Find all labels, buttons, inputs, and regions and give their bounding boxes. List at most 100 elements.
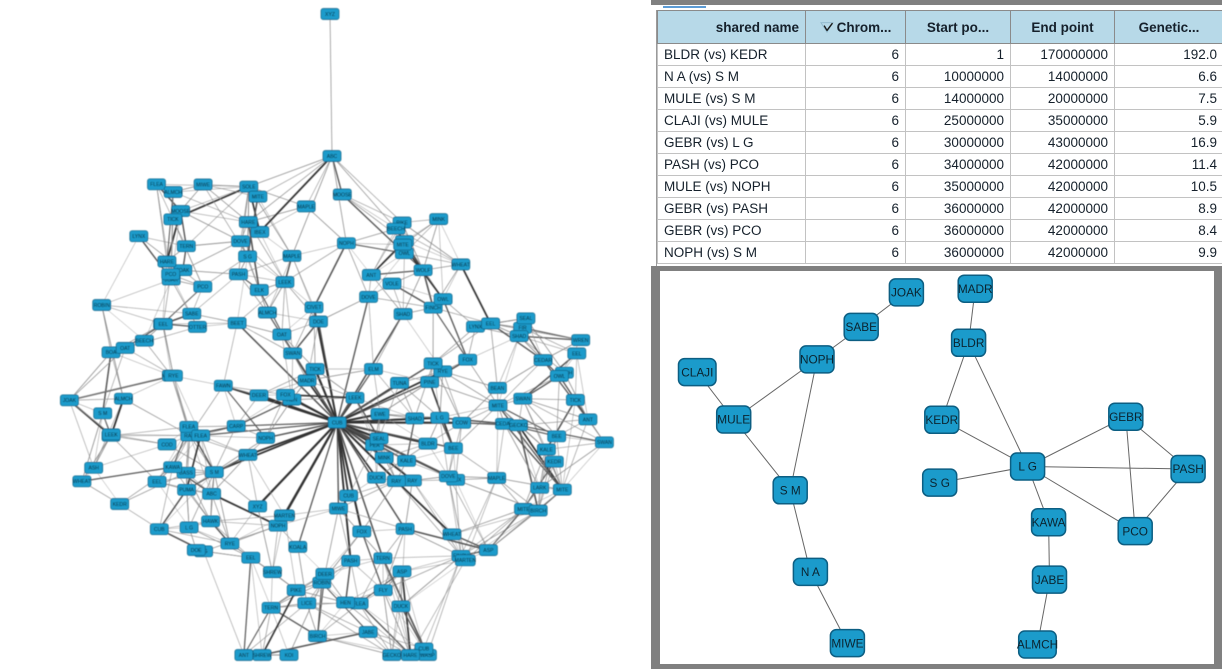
svg-text:MIWE: MIWE: [831, 636, 863, 650]
svg-text:OWL: OWL: [399, 251, 411, 257]
svg-text:L G: L G: [185, 525, 193, 531]
svg-text:OWL: OWL: [437, 297, 449, 303]
svg-text:TUNA: TUNA: [393, 381, 407, 387]
svg-text:DEER: DEER: [252, 393, 266, 399]
svg-text:DOE: DOE: [313, 319, 325, 325]
svg-text:FINCH: FINCH: [425, 306, 441, 312]
svg-text:S M: S M: [210, 470, 219, 476]
svg-text:BEE: BEE: [552, 434, 563, 440]
svg-text:LARK: LARK: [533, 486, 547, 492]
svg-text:DUCK: DUCK: [394, 604, 409, 610]
svg-text:WREN: WREN: [573, 338, 589, 344]
svg-text:LEEK: LEEK: [348, 396, 362, 402]
svg-text:MIWE: MIWE: [332, 506, 346, 512]
svg-text:PCO: PCO: [165, 272, 176, 278]
svg-text:EEL: EEL: [572, 351, 582, 357]
svg-text:SOLE: SOLE: [242, 185, 256, 191]
svg-text:KOI: KOI: [285, 653, 294, 659]
svg-text:SABE: SABE: [185, 312, 199, 318]
svg-text:TICK: TICK: [427, 361, 439, 367]
svg-text:VOLE: VOLE: [385, 282, 399, 288]
svg-text:JABE: JABE: [362, 630, 375, 636]
svg-text:NOPH: NOPH: [258, 436, 273, 442]
svg-text:LEEK: LEEK: [278, 280, 292, 286]
svg-text:CUB: CUB: [154, 527, 165, 533]
svg-text:OTTER: OTTER: [189, 325, 207, 331]
svg-text:TICK: TICK: [570, 398, 582, 404]
svg-text:MARTEN: MARTEN: [455, 558, 477, 564]
svg-text:ALMCH: ALMCH: [1017, 638, 1058, 652]
svg-text:ANT: ANT: [583, 417, 593, 423]
svg-text:PINE: PINE: [424, 380, 436, 386]
svg-text:BEECH: BEECH: [136, 339, 154, 345]
svg-text:MAPLE: MAPLE: [283, 254, 301, 260]
svg-text:ASP: ASP: [397, 569, 408, 575]
svg-text:HEN: HEN: [340, 600, 351, 606]
svg-text:LICE: LICE: [301, 601, 313, 607]
svg-text:EEL: EEL: [246, 556, 256, 562]
svg-text:PASH: PASH: [232, 272, 246, 278]
svg-text:HARE: HARE: [403, 653, 418, 659]
svg-text:HARE: HARE: [241, 220, 256, 226]
svg-text:IBEX: IBEX: [254, 230, 266, 236]
svg-text:S G: S G: [243, 254, 252, 260]
svg-text:KALE: KALE: [400, 459, 414, 465]
svg-text:CEDAR: CEDAR: [534, 358, 552, 364]
svg-text:FAWN: FAWN: [216, 384, 231, 390]
svg-text:BEECH: BEECH: [387, 227, 405, 233]
svg-text:SABE: SABE: [845, 320, 877, 334]
svg-text:S M: S M: [780, 484, 801, 498]
svg-text:GEBR: GEBR: [1109, 410, 1142, 424]
svg-text:EEL: EEL: [486, 321, 496, 327]
svg-text:ASP: ASP: [483, 548, 494, 554]
svg-text:WOLF: WOLF: [416, 268, 431, 274]
svg-text:LYNX: LYNX: [469, 325, 483, 331]
svg-text:JOAK: JOAK: [63, 398, 77, 404]
svg-text:ROBIN: ROBIN: [94, 303, 110, 309]
svg-text:DOE: DOE: [191, 548, 203, 554]
svg-text:FOX: FOX: [462, 358, 473, 364]
svg-text:DUCK: DUCK: [369, 476, 384, 482]
svg-text:ALMCH: ALMCH: [164, 190, 182, 196]
svg-text:L G: L G: [1018, 460, 1037, 474]
svg-text:BOA: BOA: [106, 350, 117, 356]
svg-text:ELM: ELM: [368, 367, 378, 373]
svg-text:ELK: ELK: [254, 288, 264, 294]
svg-text:FOX: FOX: [280, 393, 291, 399]
svg-text:DEER: DEER: [318, 572, 332, 578]
svg-text:KEDR: KEDR: [925, 413, 958, 427]
svg-text:OWL: OWL: [554, 374, 566, 380]
svg-text:TERN: TERN: [179, 244, 193, 250]
svg-text:S M: S M: [98, 411, 107, 417]
svg-text:BEAN: BEAN: [490, 386, 504, 392]
svg-text:PASH: PASH: [1172, 462, 1203, 476]
svg-text:BLDR: BLDR: [421, 442, 435, 448]
svg-text:RYE: RYE: [225, 541, 236, 547]
svg-text:BEE: BEE: [448, 446, 459, 452]
svg-text:CLAJI: CLAJI: [681, 365, 713, 379]
svg-text:GECKO: GECKO: [383, 653, 401, 659]
svg-text:MITE: MITE: [517, 507, 530, 513]
svg-text:ALMCH: ALMCH: [258, 310, 276, 316]
svg-text:SWAN: SWAN: [597, 440, 612, 446]
svg-text:PIKE: PIKE: [290, 588, 302, 594]
svg-text:LYNX: LYNX: [132, 234, 146, 240]
svg-text:JABE: JABE: [1035, 573, 1065, 587]
svg-text:SHAD: SHAD: [512, 334, 526, 340]
svg-text:XYZ: XYZ: [253, 504, 263, 510]
svg-text:SHREW: SHREW: [253, 653, 272, 659]
svg-text:DOVE: DOVE: [233, 239, 248, 245]
svg-text:RYE: RYE: [438, 369, 449, 375]
svg-text:OAT: OAT: [277, 332, 287, 338]
svg-text:SWAN: SWAN: [515, 397, 530, 403]
svg-text:TERN: TERN: [376, 556, 390, 562]
svg-text:MULE: MULE: [717, 413, 750, 427]
svg-text:JOAK: JOAK: [891, 286, 922, 300]
svg-text:MITE: MITE: [252, 195, 265, 201]
svg-text:S G: S G: [930, 476, 950, 490]
svg-text:FLEA: FLEA: [194, 433, 207, 439]
svg-text:WHEAT: WHEAT: [73, 479, 91, 485]
svg-text:EEL: EEL: [158, 322, 168, 328]
svg-text:NOPH: NOPH: [800, 353, 834, 367]
svg-text:WHEAT: WHEAT: [443, 532, 461, 538]
